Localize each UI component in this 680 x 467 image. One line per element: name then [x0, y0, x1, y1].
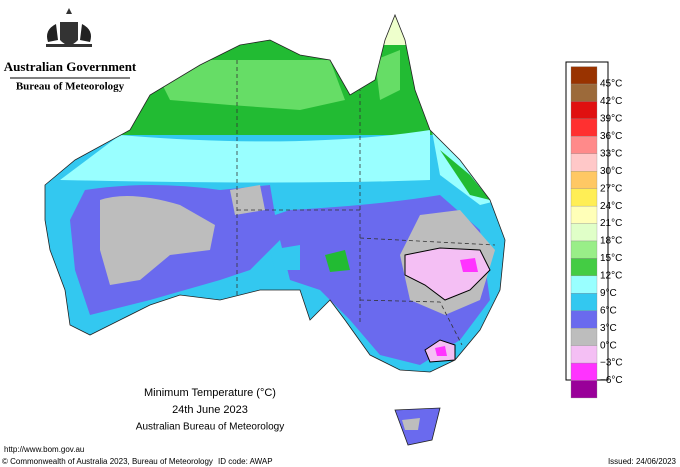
legend-label: 15°C [600, 253, 622, 264]
legend-label: 36°C [600, 131, 622, 142]
issued: Issued: 24/06/2023 [608, 457, 677, 466]
legend-swatch [570, 345, 598, 364]
map-date: 24th June 2023 [172, 404, 248, 416]
legend-label: 18°C [600, 236, 622, 247]
legend-swatch [570, 240, 598, 259]
coat-of-arms [46, 8, 92, 47]
legend-swatch [570, 380, 598, 399]
shape [60, 22, 78, 45]
shape [435, 346, 447, 356]
state-borders [236, 60, 496, 346]
legend-swatch [570, 275, 598, 294]
legend-label: 12°C [600, 271, 622, 282]
legend-label: 33°C [600, 148, 622, 159]
legend-label: 9°C [600, 288, 617, 299]
copyright: © Commonwealth of Australia 2023, Bureau… [2, 457, 213, 466]
legend-swatch [570, 153, 598, 172]
legend-label: 6°C [600, 305, 617, 316]
legend-label: −3°C [600, 358, 623, 369]
map-title: Minimum Temperature (°C) [144, 387, 276, 399]
shape [230, 185, 265, 215]
agency: Bureau of Meteorology [16, 81, 125, 93]
url[interactable]: http://www.bom.gov.au [4, 445, 84, 454]
legend-swatch [570, 310, 598, 329]
legend-swatch [570, 66, 598, 85]
legend-swatch [570, 258, 598, 277]
shape [325, 250, 350, 272]
id-code: ID code: AWAP [218, 457, 273, 466]
shape [440, 150, 490, 200]
legend-swatch [570, 293, 598, 311]
coastline [44, 13, 506, 446]
legend-label: 21°C [600, 218, 622, 229]
legend-swatch [570, 118, 598, 137]
legend-label: 45°C [600, 79, 622, 90]
legend-swatch [570, 83, 598, 102]
legend-swatch [570, 362, 598, 381]
shape [66, 8, 72, 14]
shape [375, 50, 400, 100]
legend-label: 27°C [600, 183, 622, 194]
legend-label: 24°C [600, 201, 622, 212]
legend-label: 3°C [600, 323, 617, 334]
shape [460, 258, 478, 272]
shape [47, 24, 58, 42]
legend-swatch [570, 205, 598, 224]
shape [270, 245, 300, 270]
legend-label: 0°C [600, 340, 617, 351]
shape [359, 237, 496, 246]
legend-swatch [570, 188, 598, 207]
shape [150, 60, 345, 110]
map-source: Australian Bureau of Meteorology [136, 422, 284, 433]
shape [60, 130, 430, 183]
legend-swatch [570, 328, 598, 346]
legend-label: 30°C [600, 166, 622, 177]
legend-label: 39°C [600, 114, 622, 125]
legend-swatch [570, 136, 598, 154]
shape [359, 299, 463, 346]
legend-swatch [570, 223, 598, 242]
legend-swatch [570, 171, 598, 189]
shape [80, 24, 91, 42]
legend-label: −6°C [600, 375, 623, 386]
government: Australian Government [4, 59, 137, 74]
shape [100, 196, 215, 285]
legend-swatch [570, 101, 598, 120]
shape [402, 418, 420, 430]
legend-label: 42°C [600, 96, 622, 107]
shape [46, 44, 92, 47]
legend: 45°C 42°C 39°C 36°C 33°C 30°C 27°C 24°C 21°C 18°C… [570, 66, 623, 399]
